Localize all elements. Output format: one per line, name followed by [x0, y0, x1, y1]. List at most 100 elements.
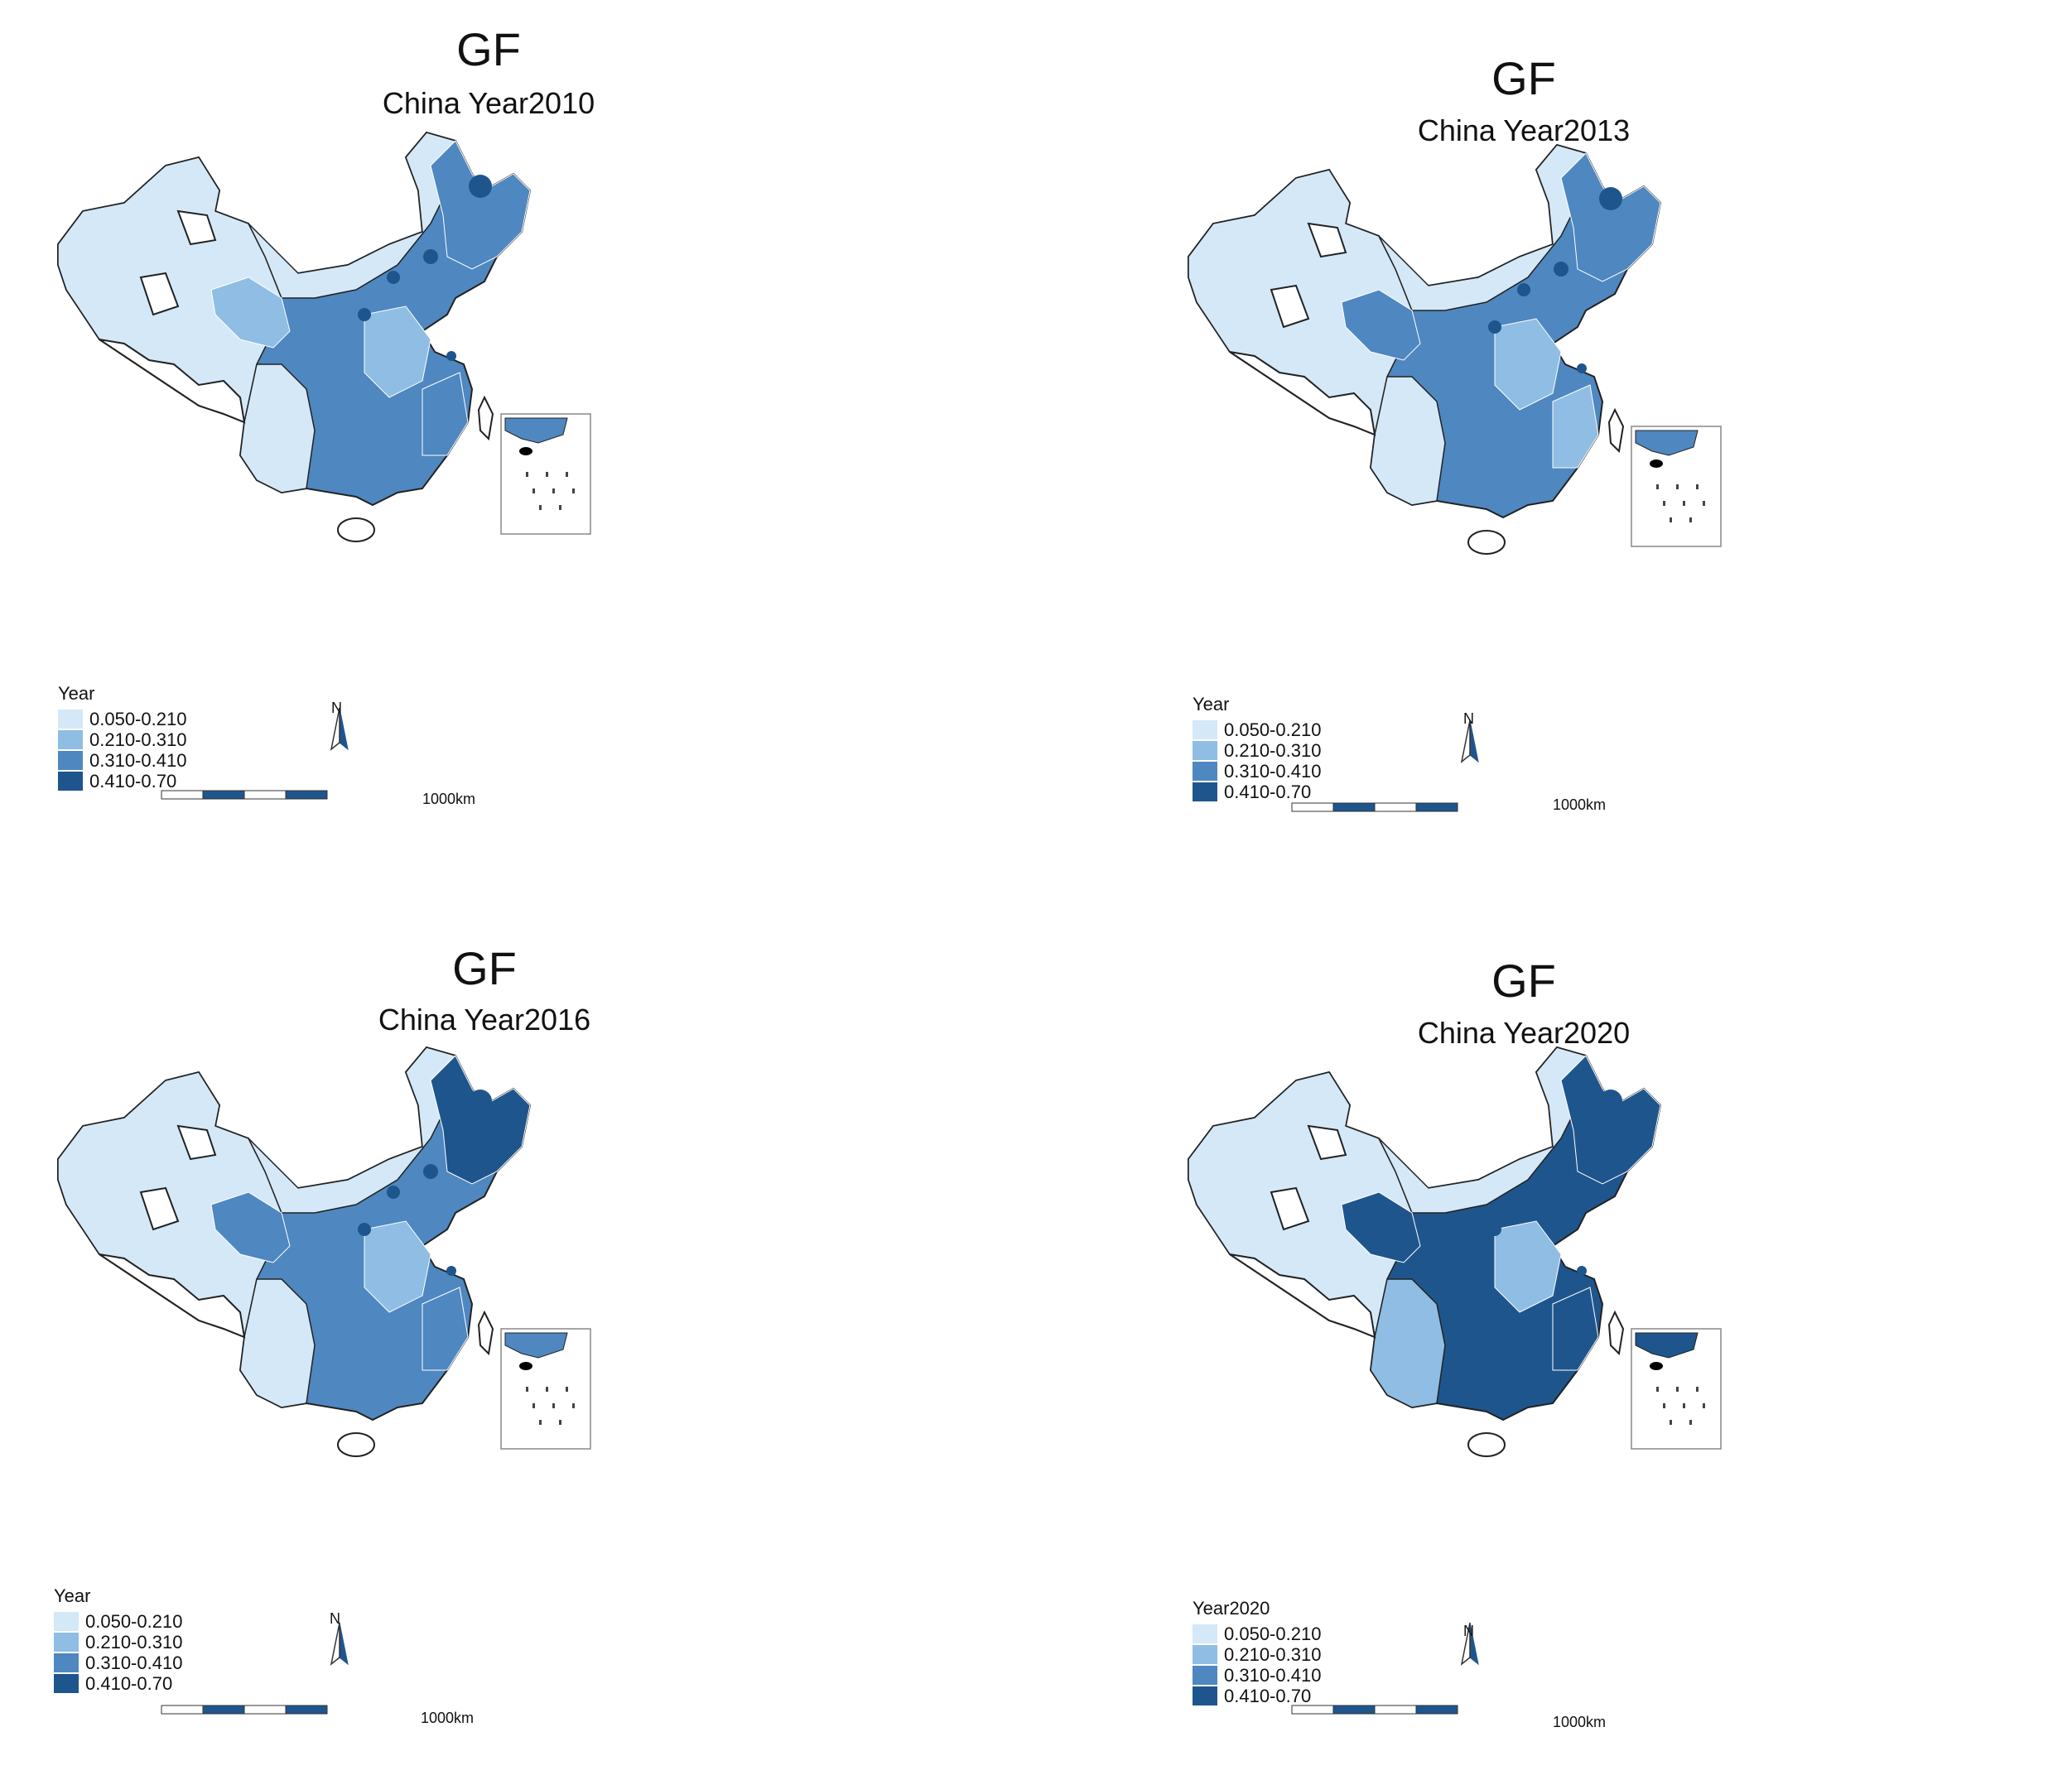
north-arrow-icon — [1460, 1622, 1479, 1666]
region-patch — [387, 1186, 400, 1199]
map-panel-2020: GF China Year2020 Year2020 0.050-0.210 0… — [1052, 936, 2062, 1780]
inset-dash — [1703, 1403, 1705, 1408]
scale-bar — [1291, 1705, 1458, 1715]
south-china-sea-inset — [500, 1328, 591, 1450]
inset-dash — [1683, 501, 1685, 506]
region-patch — [387, 271, 400, 284]
inset-island — [1650, 1362, 1663, 1370]
region-patch — [1577, 363, 1587, 373]
legend-label: 0.410-0.70 — [1224, 1686, 1312, 1706]
legend-item: 0.410-0.70 — [1193, 1686, 1321, 1706]
inset-island — [1650, 459, 1663, 468]
scale-bar-label: 1000km — [421, 1710, 475, 1726]
region-patch — [423, 249, 438, 264]
legend-item: 0.050-0.210 — [1193, 719, 1321, 740]
unsampled-region — [176, 1124, 217, 1161]
legend-swatch — [54, 1674, 79, 1693]
north-arrow-label: N — [331, 700, 342, 716]
northwest-region — [210, 277, 291, 349]
inset-dash — [1656, 484, 1659, 489]
legend-swatch — [58, 751, 83, 770]
legend-item: 0.210-0.310 — [58, 729, 186, 750]
map-layer — [1188, 1046, 1722, 1457]
legend-item: 0.410-0.70 — [1193, 782, 1321, 802]
taiwan-outline — [477, 1310, 494, 1356]
northeast-region — [1560, 152, 1661, 282]
region-patch — [469, 1090, 492, 1113]
scale-bar-segment — [202, 1705, 245, 1715]
map-layer — [1188, 143, 1722, 555]
legend-label: 0.310-0.410 — [85, 1653, 183, 1673]
china-choropleth-map — [57, 131, 591, 800]
inset-dash — [1696, 484, 1699, 489]
legend-item: 0.310-0.410 — [1193, 761, 1321, 782]
hainan-outline — [1467, 1432, 1506, 1457]
unsampled-region — [1270, 1186, 1310, 1231]
inset-dash — [539, 505, 542, 510]
legend-label: 0.310-0.410 — [1224, 1665, 1322, 1686]
region-patch — [1554, 262, 1568, 277]
scale-bar-segment — [243, 790, 287, 800]
inset-dash — [559, 505, 561, 510]
taiwan-outline — [477, 395, 494, 441]
northeast-region — [1560, 1055, 1661, 1185]
inset-dash — [552, 1403, 555, 1408]
map-legend: Year 0.050-0.210 0.210-0.310 0.310-0.410… — [54, 1585, 182, 1694]
region-patch — [1517, 283, 1530, 296]
inset-coastline — [504, 417, 568, 444]
taiwan-outline — [1607, 407, 1625, 454]
unsampled-region — [1270, 284, 1310, 329]
legend-swatch — [1193, 1666, 1217, 1685]
legend-title: Year2020 — [1193, 1598, 1270, 1619]
northeast-region — [430, 1055, 531, 1185]
inset-dash — [566, 1387, 568, 1392]
region-patch — [358, 1223, 371, 1236]
central-region — [364, 305, 431, 398]
scale-bar-label: 1000km — [1553, 796, 1607, 813]
region-patch — [1517, 1186, 1530, 1199]
legend-item: 0.050-0.210 — [1193, 1624, 1321, 1644]
region-patch — [423, 1164, 438, 1179]
legend-swatch — [54, 1653, 79, 1672]
legend-label: 0.310-0.410 — [1224, 761, 1322, 782]
legend-label: 0.410-0.70 — [85, 1673, 173, 1694]
scale-bar — [161, 1705, 328, 1715]
inset-dash — [1689, 1420, 1692, 1425]
unsampled-region — [139, 272, 180, 316]
scale-bar-segment — [202, 790, 245, 800]
region-patch — [1599, 1090, 1622, 1113]
region-patch — [469, 175, 492, 198]
legend-item: 0.310-0.410 — [54, 1653, 182, 1673]
southeast-region — [422, 1287, 469, 1371]
hainan-outline — [337, 1432, 375, 1457]
unsampled-region — [1307, 1124, 1347, 1161]
region-patch — [1599, 187, 1622, 210]
china-choropleth-map — [1188, 143, 1722, 812]
inset-dash — [1703, 501, 1705, 506]
inset-island — [519, 1362, 532, 1370]
map-panel-2016: GF China Year2016 Year 0.050-0.210 0.210… — [17, 936, 1027, 1780]
scale-bar — [1291, 802, 1458, 812]
inset-coastline — [1635, 430, 1699, 456]
inset-dash — [526, 472, 528, 477]
legend-label: 0.210-0.310 — [89, 729, 187, 750]
southeast-region — [1552, 1287, 1599, 1371]
north-arrow-label: N — [1463, 1623, 1474, 1639]
legend-label: 0.210-0.310 — [1224, 1644, 1322, 1665]
map-title: GF — [456, 23, 521, 75]
region-patch — [1577, 1266, 1587, 1276]
map-legend: Year2020 0.050-0.210 0.210-0.310 0.310-0… — [1193, 1598, 1321, 1706]
central-region — [364, 1220, 431, 1313]
legend-item: 0.410-0.70 — [58, 771, 186, 791]
inset-dash — [546, 1387, 548, 1392]
scale-bar-segment — [1291, 1705, 1334, 1715]
inset-dash — [566, 472, 568, 477]
legend-swatch — [1193, 782, 1217, 801]
north-arrow-light-half — [1460, 719, 1471, 763]
hainan-outline — [1467, 530, 1506, 555]
scale-bar-segment — [1415, 1705, 1458, 1715]
central-region — [1494, 318, 1562, 411]
southeast-region — [1552, 384, 1599, 469]
inset-dash — [1670, 517, 1672, 522]
legend-label: 0.410-0.70 — [1224, 782, 1312, 802]
